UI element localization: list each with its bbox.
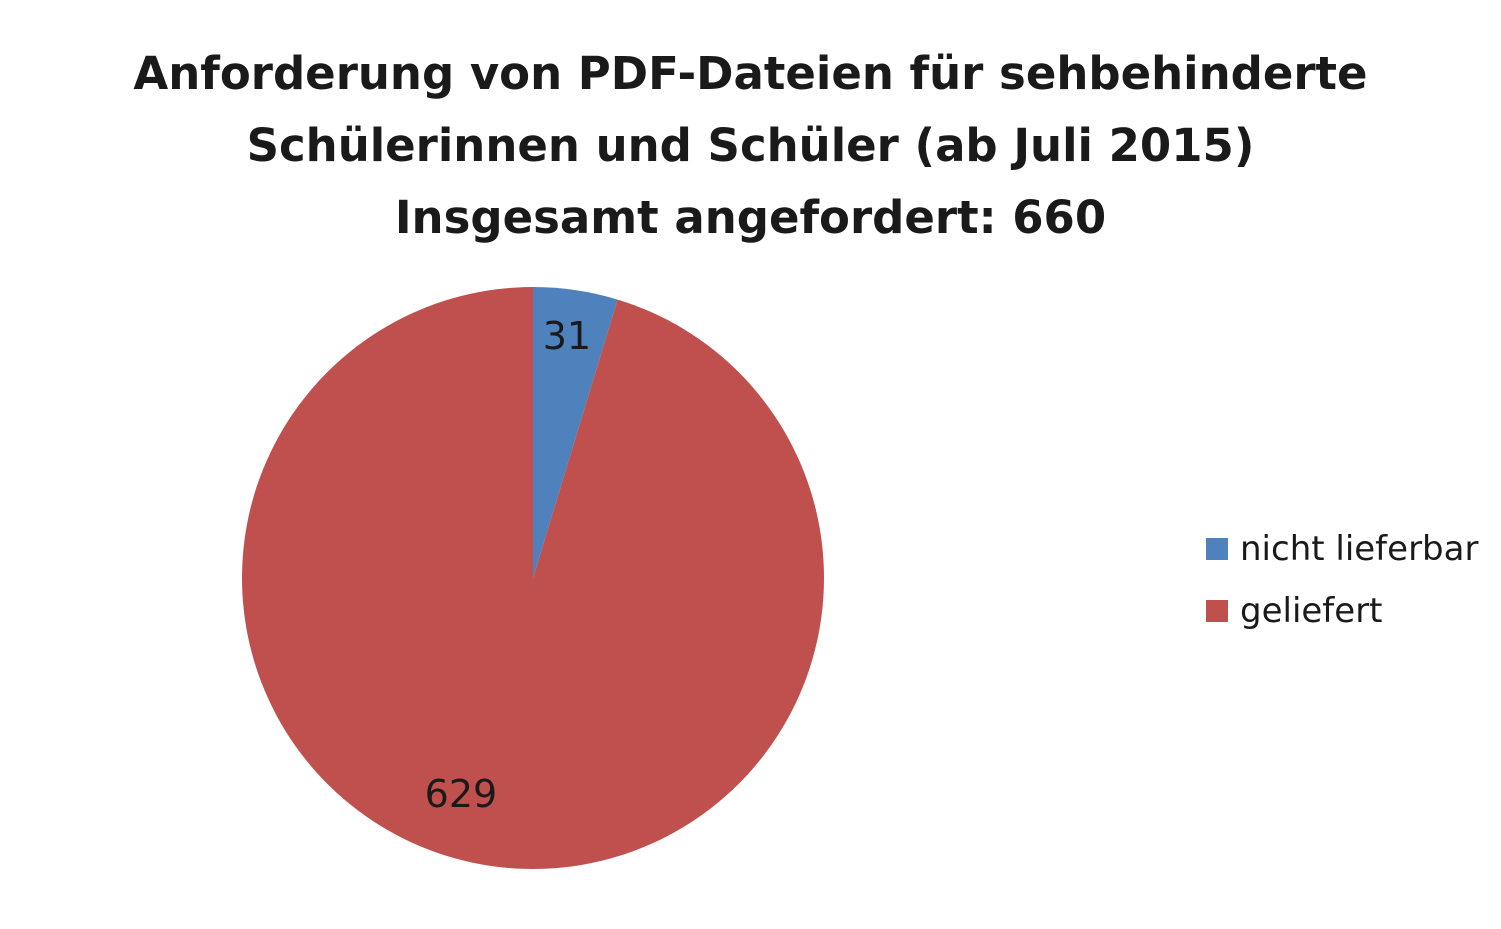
legend-item-nicht-lieferbar: nicht lieferbar [1206, 526, 1496, 572]
chart-title-line-3: Insgesamt angefordert: 660 [394, 191, 1107, 244]
chart-title-line-1: Anforderung von PDF-Dateien für sehbehin… [133, 47, 1368, 100]
legend-swatch-geliefert [1206, 600, 1228, 622]
legend-label-nicht-lieferbar: nicht lieferbar [1240, 529, 1479, 569]
legend: nicht lieferbar geliefert [1206, 526, 1496, 650]
data-label-nicht-lieferbar: 31 [543, 314, 591, 358]
legend-item-geliefert: geliefert [1206, 588, 1496, 634]
pie-slice-geliefert [241, 287, 825, 869]
chart-title-line-2: Schülerinnen und Schüler (ab Juli 2015) [246, 119, 1255, 172]
chart-title: Anforderung von PDF-Dateien für sehbehin… [0, 38, 1501, 254]
data-label-geliefert: 629 [425, 772, 498, 816]
pie-slice-nicht-lieferbar [533, 287, 618, 578]
legend-swatch-nicht-lieferbar [1206, 538, 1228, 560]
legend-label-geliefert: geliefert [1240, 591, 1383, 631]
